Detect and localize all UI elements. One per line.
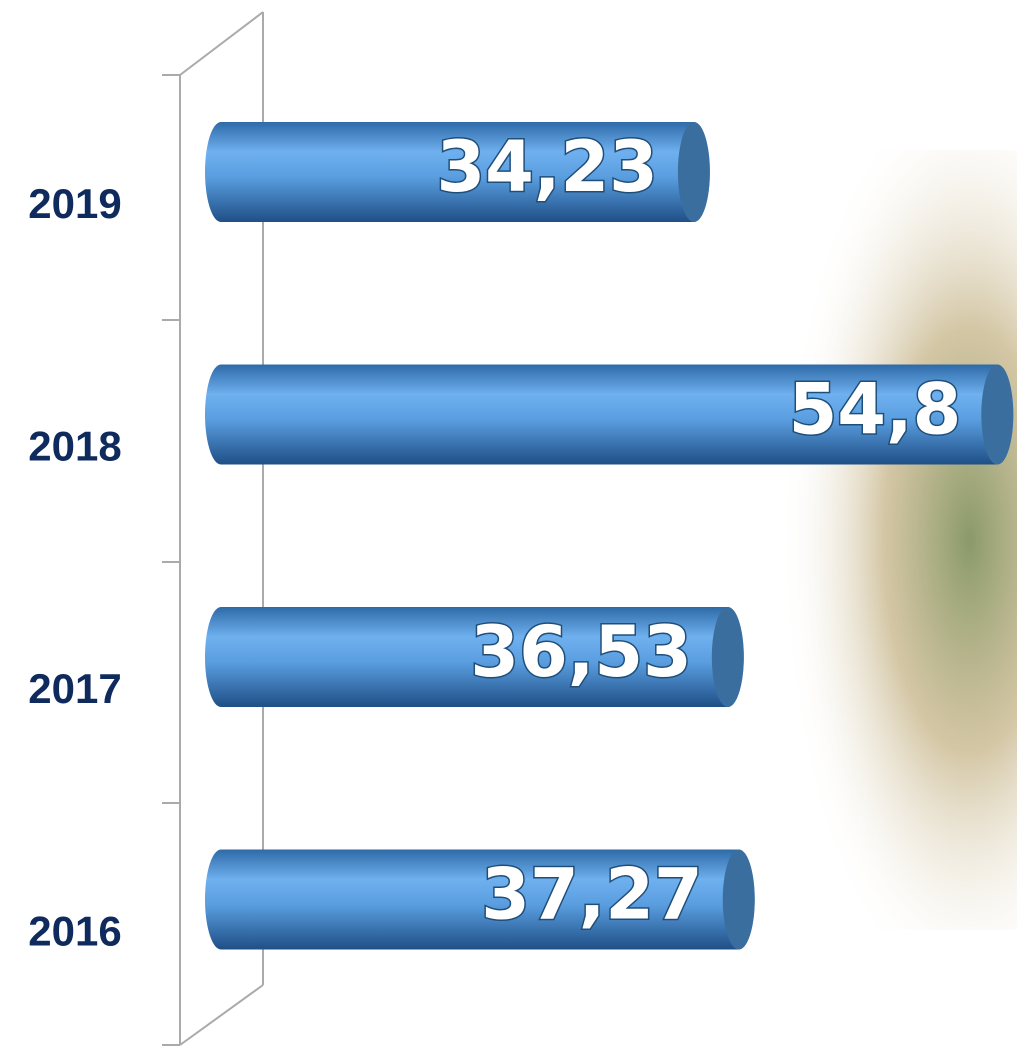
y-tick-label: 2018 — [28, 423, 121, 470]
bar — [205, 849, 755, 950]
value-label: 54,8 — [789, 369, 962, 451]
y-tick-label: 2017 — [28, 665, 121, 712]
y-tick-label: 2019 — [28, 180, 121, 227]
bar — [205, 364, 1014, 465]
bar-cap — [722, 849, 755, 950]
bar — [205, 122, 710, 222]
y-tick-label: 2016 — [28, 908, 121, 955]
value-label: 36,53 — [470, 611, 691, 693]
bar-cap — [677, 122, 710, 222]
value-label: 37,27 — [481, 854, 702, 936]
value-label: 34,23 — [436, 126, 657, 208]
bar-cap — [981, 364, 1014, 465]
background-photo — [700, 150, 1017, 930]
bar — [205, 607, 744, 707]
bar-cap — [711, 607, 744, 707]
